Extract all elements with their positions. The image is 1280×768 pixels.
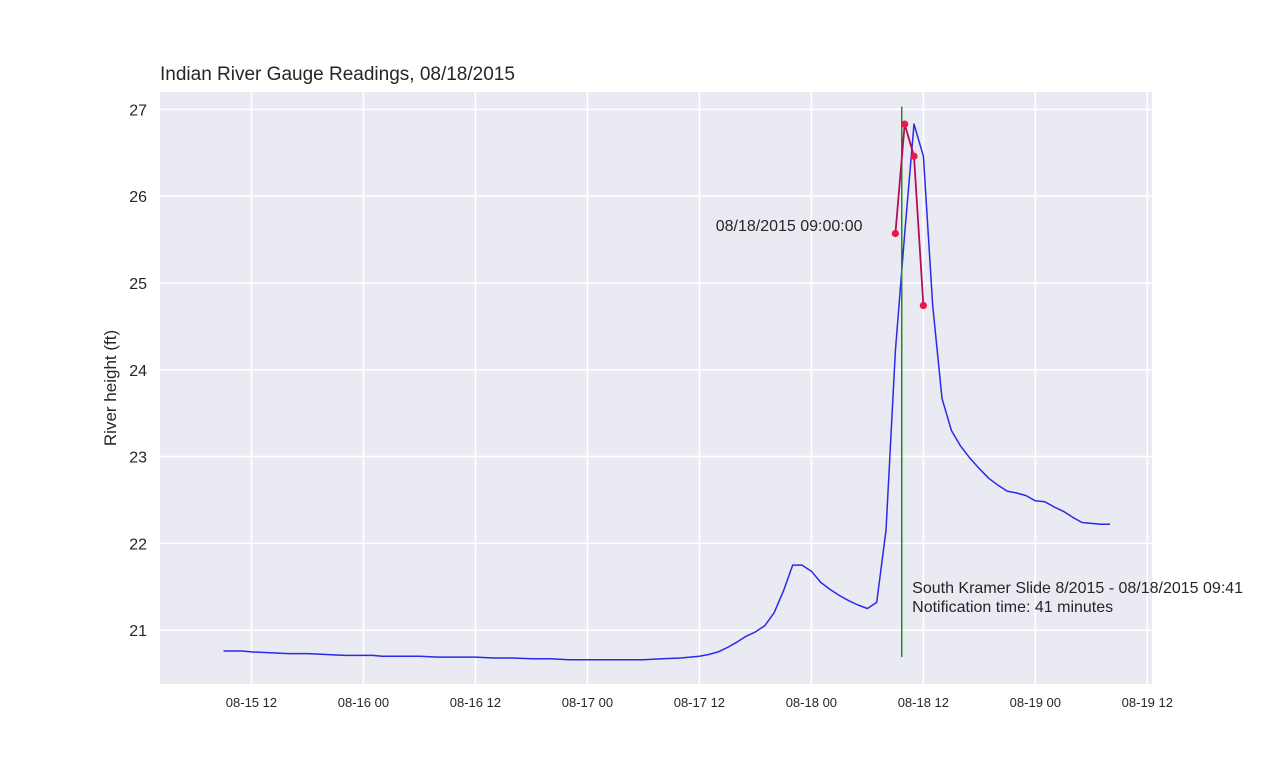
highlight-point bbox=[910, 152, 918, 160]
x-tick-label: 08-18 00 bbox=[786, 695, 837, 710]
highlight-point bbox=[901, 120, 909, 128]
series-layer bbox=[223, 123, 1110, 661]
annotation-text: Notification time: 41 minutes bbox=[912, 599, 1113, 616]
y-tick-label: 26 bbox=[129, 189, 147, 206]
annotation-text: 08/18/2015 09:00:00 bbox=[716, 218, 863, 235]
grid-lines bbox=[160, 92, 1152, 684]
annotation-layer: 08/18/2015 09:00:00 South Kramer Slide 8/… bbox=[716, 218, 1243, 616]
y-tick-label: 27 bbox=[129, 102, 147, 119]
x-tick-label: 08-19 12 bbox=[1122, 695, 1173, 710]
highlight-layer bbox=[891, 120, 927, 310]
annotation-text: South Kramer Slide 8/2015 - 08/18/2015 0… bbox=[912, 580, 1243, 597]
gauge-series-line bbox=[223, 123, 1110, 661]
y-tick-label: 21 bbox=[129, 623, 147, 640]
plot-background bbox=[160, 92, 1152, 684]
x-tick-labels: 08-15 12 08-16 00 08-16 12 08-17 00 08-17 12… bbox=[226, 695, 1173, 710]
y-tick-label: 23 bbox=[129, 450, 147, 467]
x-tick-label: 08-17 12 bbox=[674, 695, 725, 710]
y-axis-label: River height (ft) bbox=[101, 330, 120, 446]
x-tick-label: 08-19 00 bbox=[1010, 695, 1061, 710]
highlight-series-line bbox=[894, 123, 925, 306]
highlight-point bbox=[891, 229, 899, 238]
x-tick-label: 08-16 12 bbox=[450, 695, 501, 710]
highlight-point bbox=[919, 301, 927, 310]
y-tick-labels: 21 22 23 24 25 26 27 bbox=[129, 102, 147, 640]
x-tick-label: 08-16 00 bbox=[338, 695, 389, 710]
y-tick-label: 25 bbox=[129, 276, 147, 293]
chart-title: Indian River Gauge Readings, 08/18/2015 bbox=[160, 64, 515, 85]
y-tick-label: 24 bbox=[129, 363, 147, 380]
y-tick-label: 22 bbox=[129, 536, 147, 553]
x-tick-label: 08-17 00 bbox=[562, 695, 613, 710]
x-tick-label: 08-15 12 bbox=[226, 695, 277, 710]
x-tick-label: 08-18 12 bbox=[898, 695, 949, 710]
